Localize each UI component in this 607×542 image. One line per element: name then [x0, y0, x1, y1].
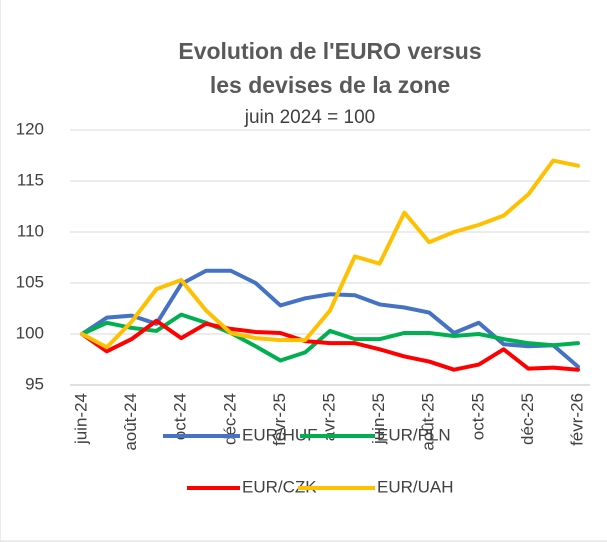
y-tick-label: 95: [25, 374, 44, 393]
legend-label: EUR/PLN: [377, 425, 451, 444]
x-tick-label: août-25: [419, 393, 438, 451]
x-tick-label: oct-25: [468, 393, 487, 440]
y-tick-label: 115: [17, 170, 44, 189]
chart-title-box: Evolution de l'EURO versus les devises d…: [60, 34, 600, 102]
x-tick-label: oct-24: [171, 393, 190, 440]
x-tick-label: août-24: [121, 393, 140, 451]
legend-label: EUR/CZK: [242, 477, 317, 496]
x-tick-label: avr-25: [319, 393, 338, 441]
x-tick-label: juin-24: [71, 393, 90, 445]
legend-label: EUR/UAH: [377, 477, 454, 496]
legend-label: EUR/HUF: [242, 425, 318, 444]
line-series: [80, 158, 580, 350]
y-tick-label: 100: [16, 323, 44, 342]
chart-title: Evolution de l'EURO versus les devises d…: [178, 38, 482, 98]
y-tick-label: 110: [17, 221, 44, 240]
x-tick-label: déc-24: [220, 393, 239, 445]
x-tick-label: déc-25: [518, 393, 537, 445]
y-tick-label: 105: [16, 272, 44, 291]
x-tick-label: févr-25: [270, 393, 289, 446]
x-tick-label: févr-26: [567, 393, 586, 446]
line-series: [80, 318, 580, 372]
x-tick-label: juin-25: [369, 393, 388, 445]
chart-subtitle: juin 2024 = 100: [244, 107, 375, 128]
line-series: [80, 268, 580, 369]
y-tick-label: 120: [16, 119, 44, 138]
